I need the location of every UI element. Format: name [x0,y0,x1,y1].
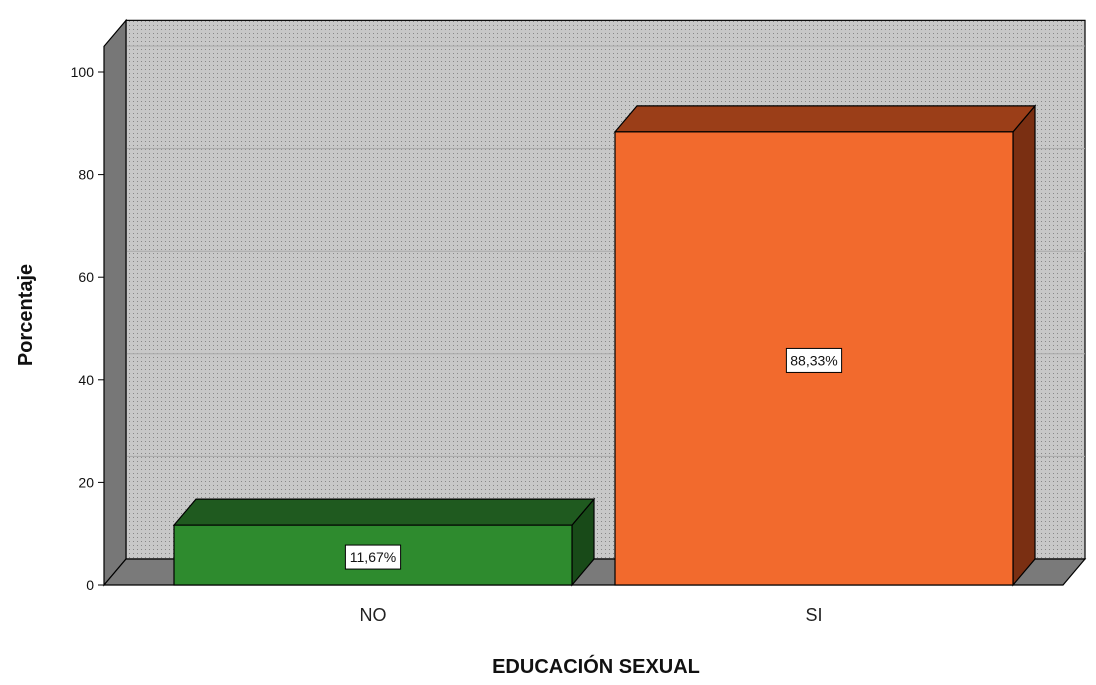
x-tick-label: NO [360,605,387,625]
bar-top-face [172,498,596,526]
bar-top-face [613,105,1037,133]
data-label-box [344,544,402,570]
y-tick-label: 40 [78,372,94,388]
y-tick-label: 20 [78,474,94,490]
x-tick-label: SI [805,605,822,625]
y-tick-label: 100 [71,64,95,80]
data-label-box [785,347,843,373]
y-tick-label: 60 [78,269,94,285]
x-axis-title: EDUCACIÓN SEXUAL [492,654,700,678]
data-label: 88,33% [790,352,837,368]
y-tick-label: 80 [78,167,94,183]
y-axis-title: Porcentaje [15,264,37,366]
side-wall [103,18,127,587]
data-label: 11,67% [350,549,396,565]
bar-side-face [1012,104,1036,587]
bar-no [173,524,573,586]
y-tick-label: 0 [86,577,94,593]
